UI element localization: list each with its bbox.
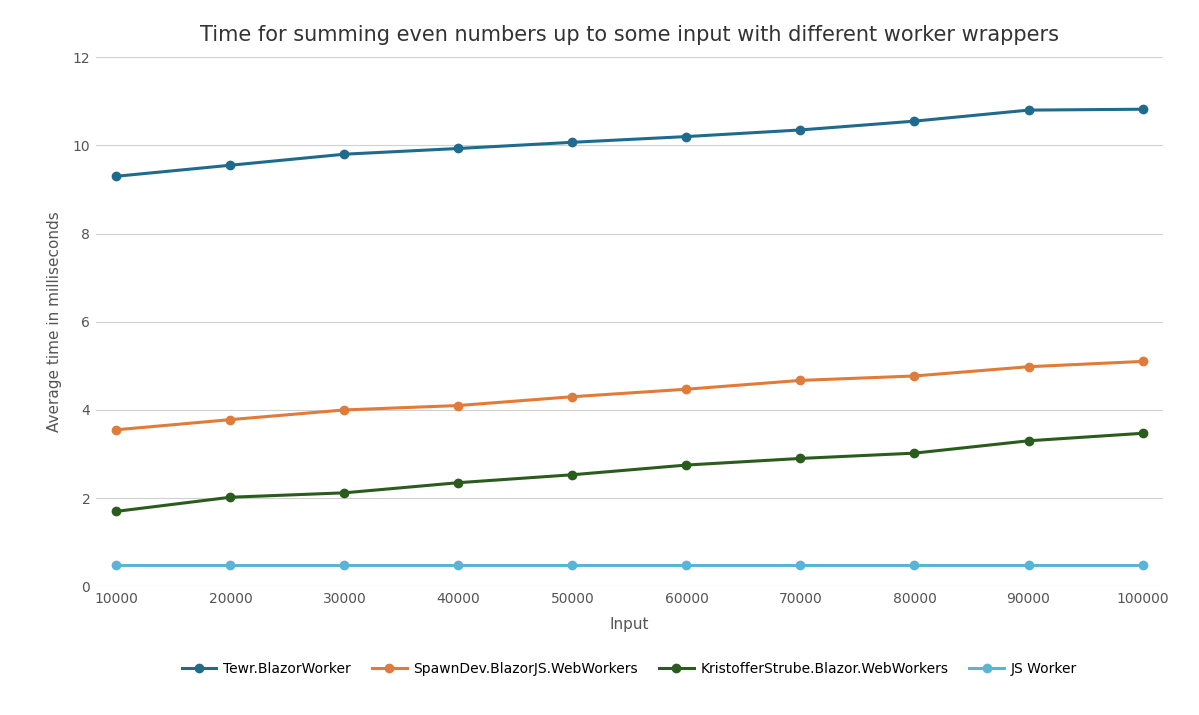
KristofferStrube.Blazor.WebWorkers	[794, 454, 808, 463]
Tewr.BlazorWorker	[794, 126, 808, 134]
KristofferStrube.Blazor.WebWorkers	[1022, 436, 1036, 445]
JS Worker	[109, 561, 123, 569]
SpawnDev.BlazorJS.WebWorkers	[680, 385, 694, 393]
Tewr.BlazorWorker	[337, 150, 351, 159]
JS Worker	[565, 561, 579, 569]
Title: Time for summing even numbers up to some input with different worker wrappers: Time for summing even numbers up to some…	[200, 24, 1059, 44]
JS Worker	[680, 561, 694, 569]
Tewr.BlazorWorker	[908, 117, 922, 125]
Tewr.BlazorWorker	[109, 172, 123, 180]
X-axis label: Input: Input	[610, 617, 649, 632]
Tewr.BlazorWorker	[565, 138, 579, 147]
Line: KristofferStrube.Blazor.WebWorkers: KristofferStrube.Blazor.WebWorkers	[113, 429, 1146, 516]
Tewr.BlazorWorker	[451, 144, 465, 153]
SpawnDev.BlazorJS.WebWorkers	[451, 401, 465, 410]
JS Worker	[337, 561, 351, 569]
KristofferStrube.Blazor.WebWorkers	[680, 460, 694, 469]
Tewr.BlazorWorker	[223, 161, 237, 169]
Legend: Tewr.BlazorWorker, SpawnDev.BlazorJS.WebWorkers, KristofferStrube.Blazor.WebWork: Tewr.BlazorWorker, SpawnDev.BlazorJS.Web…	[181, 662, 1078, 676]
SpawnDev.BlazorJS.WebWorkers	[337, 405, 351, 414]
KristofferStrube.Blazor.WebWorkers	[109, 507, 123, 516]
KristofferStrube.Blazor.WebWorkers	[337, 488, 351, 497]
SpawnDev.BlazorJS.WebWorkers	[109, 425, 123, 434]
JS Worker	[451, 561, 465, 569]
JS Worker	[1135, 561, 1150, 569]
KristofferStrube.Blazor.WebWorkers	[1135, 429, 1150, 438]
JS Worker	[223, 561, 237, 569]
JS Worker	[794, 561, 808, 569]
Tewr.BlazorWorker	[1022, 106, 1036, 114]
KristofferStrube.Blazor.WebWorkers	[223, 493, 237, 501]
SpawnDev.BlazorJS.WebWorkers	[908, 372, 922, 380]
JS Worker	[1022, 561, 1036, 569]
Tewr.BlazorWorker	[1135, 105, 1150, 114]
Y-axis label: Average time in milliseconds: Average time in milliseconds	[47, 212, 61, 432]
SpawnDev.BlazorJS.WebWorkers	[1022, 363, 1036, 371]
Tewr.BlazorWorker	[680, 132, 694, 141]
Line: SpawnDev.BlazorJS.WebWorkers: SpawnDev.BlazorJS.WebWorkers	[113, 358, 1146, 434]
Line: Tewr.BlazorWorker: Tewr.BlazorWorker	[113, 105, 1146, 180]
SpawnDev.BlazorJS.WebWorkers	[565, 393, 579, 401]
Line: JS Worker: JS Worker	[113, 561, 1146, 569]
SpawnDev.BlazorJS.WebWorkers	[794, 376, 808, 385]
SpawnDev.BlazorJS.WebWorkers	[1135, 357, 1150, 365]
SpawnDev.BlazorJS.WebWorkers	[223, 415, 237, 424]
JS Worker	[908, 561, 922, 569]
KristofferStrube.Blazor.WebWorkers	[565, 470, 579, 479]
KristofferStrube.Blazor.WebWorkers	[451, 478, 465, 487]
KristofferStrube.Blazor.WebWorkers	[908, 449, 922, 458]
